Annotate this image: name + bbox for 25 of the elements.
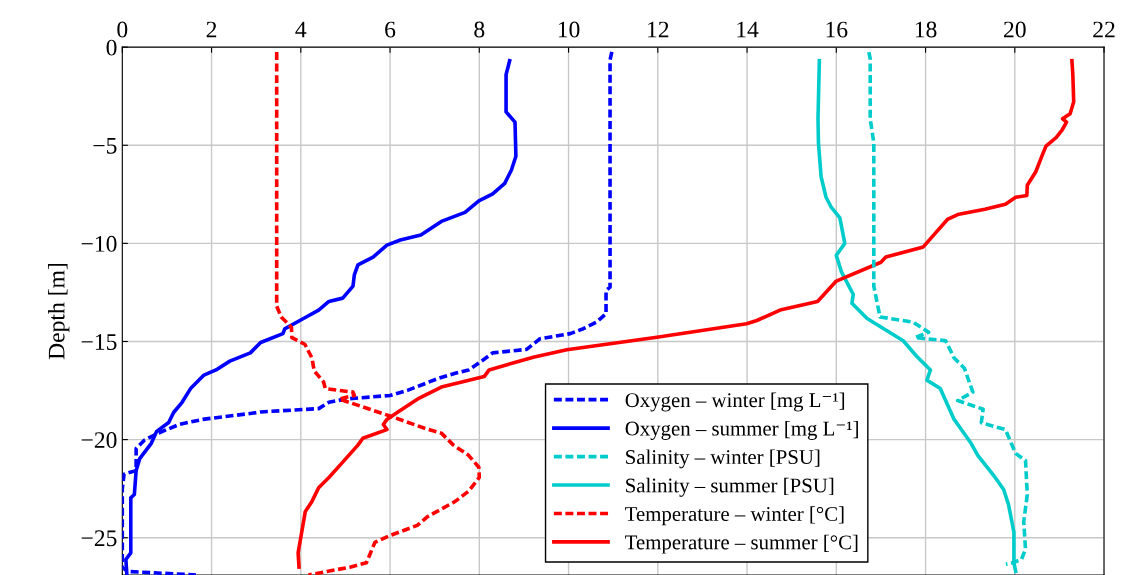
x-tick-label: 12 bbox=[648, 21, 669, 38]
y-tick-label: −25 bbox=[81, 530, 117, 547]
legend-label: Salinity – summer [PSU] bbox=[626, 477, 834, 497]
x-tick-label: 16 bbox=[826, 21, 848, 38]
legend-label: Temperature – winter [°C] bbox=[625, 506, 844, 526]
legend-label: Oxygen – summer [mg L⁻¹] bbox=[625, 420, 858, 440]
x-tick-label: 8 bbox=[474, 21, 485, 38]
x-tick-label: 14 bbox=[737, 21, 759, 38]
y-tick-label: 0 bbox=[106, 39, 117, 56]
x-tick-label: 18 bbox=[915, 21, 937, 38]
x-tick-label: 6 bbox=[385, 21, 396, 38]
y-tick-label: −10 bbox=[81, 235, 117, 252]
y-tick-label: −20 bbox=[81, 432, 117, 449]
y-tick-label: −5 bbox=[93, 137, 117, 154]
x-tick-label: 20 bbox=[1004, 21, 1026, 38]
x-tick-label: 0 bbox=[117, 21, 128, 38]
legend-label: Oxygen – winter [mg L⁻¹] bbox=[625, 392, 845, 412]
x-tick-label: 4 bbox=[295, 21, 307, 38]
legend-label: Salinity – winter [PSU] bbox=[626, 449, 820, 469]
x-tick-label: 22 bbox=[1093, 21, 1115, 38]
y-tick-label: −15 bbox=[81, 334, 117, 350]
x-tick-label: 2 bbox=[206, 21, 217, 38]
legend-label: Temperature – summer [°C] bbox=[625, 534, 858, 554]
y-axis-title: Depth [m] bbox=[47, 263, 70, 360]
x-tick-label: 10 bbox=[558, 21, 580, 38]
